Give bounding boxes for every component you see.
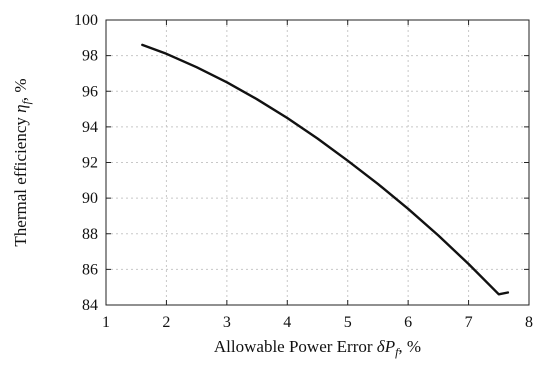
y-axis-title-var: η bbox=[11, 104, 30, 112]
x-axis-title-var: P bbox=[384, 337, 395, 356]
y-tick-label: 88 bbox=[82, 226, 98, 243]
x-tick-label: 3 bbox=[223, 314, 231, 331]
x-axis-title-prefix: Allowable Power Error bbox=[214, 337, 377, 356]
x-tick-label: 8 bbox=[525, 314, 533, 331]
x-axis-title-sub: f bbox=[395, 345, 400, 359]
series-layer bbox=[141, 43, 510, 296]
y-tick-label: 96 bbox=[82, 83, 98, 100]
x-tick-label: 2 bbox=[162, 314, 170, 331]
y-tick-label: 94 bbox=[82, 119, 98, 136]
y-axis-title-suffix: , % bbox=[11, 78, 30, 101]
y-axis-title: Thermal efficiency ηf, % bbox=[11, 78, 33, 246]
y-tick-label: 84 bbox=[82, 297, 98, 314]
x-tick-label: 1 bbox=[102, 314, 110, 331]
y-tick-label: 92 bbox=[82, 155, 98, 172]
axis-ticks: 1 2 3 4 5 6 7 8 84 86 88 90 92 94 96 98 100 bbox=[74, 12, 533, 331]
x-axis-title-symbol: δ bbox=[377, 337, 386, 356]
x-tick-label: 7 bbox=[465, 314, 473, 331]
x-tick-label: 5 bbox=[344, 314, 352, 331]
x-tick-label: 6 bbox=[404, 314, 412, 331]
y-tick-label: 98 bbox=[82, 48, 98, 65]
y-axis-title-prefix: Thermal efficiency bbox=[11, 113, 30, 247]
y-tick-label: 90 bbox=[82, 190, 98, 207]
y-tick-label: 100 bbox=[74, 12, 98, 29]
x-tick-label: 4 bbox=[283, 314, 291, 331]
series-line bbox=[141, 43, 510, 296]
x-axis-title-suffix: , % bbox=[398, 337, 421, 356]
x-axis-title: Allowable Power Error δPf, % bbox=[214, 337, 421, 359]
y-tick-label: 86 bbox=[82, 261, 98, 278]
y-axis-title-sub: f bbox=[19, 99, 33, 104]
